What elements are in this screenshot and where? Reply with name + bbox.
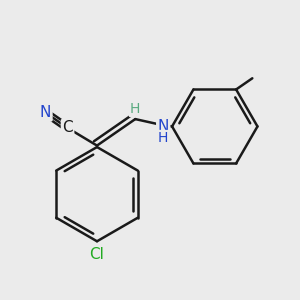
Text: Cl: Cl (90, 247, 104, 262)
Text: H: H (130, 102, 140, 116)
Text: H: H (158, 131, 168, 145)
Text: N: N (158, 119, 169, 134)
Text: N: N (40, 105, 51, 120)
Text: C: C (62, 120, 73, 135)
